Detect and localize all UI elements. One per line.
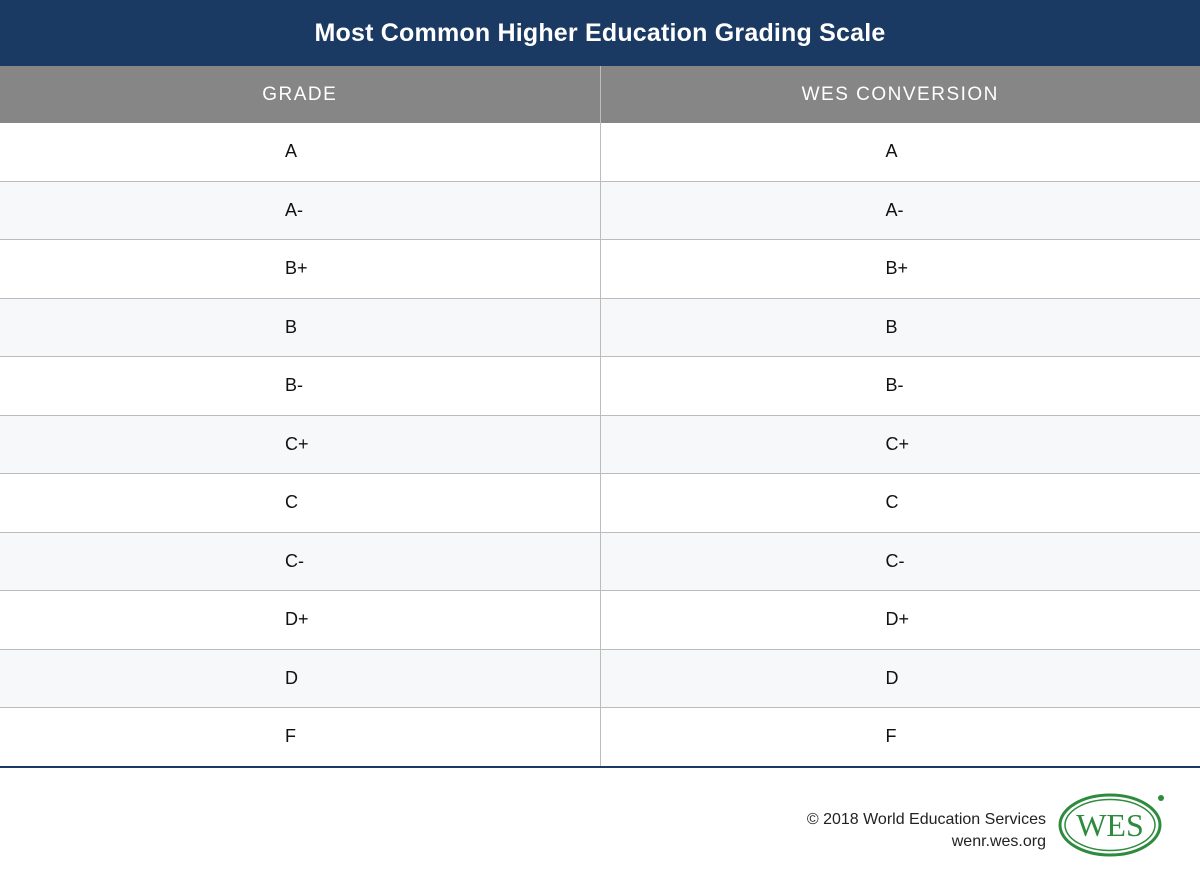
grade-cell: C <box>0 473 601 533</box>
table-row: D D <box>0 649 1200 708</box>
table-row: A- A- <box>0 181 1200 240</box>
column-header-wes-conversion: WES CONVERSION <box>600 66 1200 123</box>
grade-cell: B+ <box>0 239 601 299</box>
table-row: B+ B+ <box>0 239 1200 299</box>
table-row: F F <box>0 707 1200 768</box>
copyright-text: © 2018 World Education Services <box>806 811 1046 828</box>
grade-cell: B- <box>0 356 601 416</box>
grade-cell: C+ <box>0 415 601 474</box>
conversion-cell: A <box>600 123 1200 182</box>
grade-cell: C- <box>0 532 601 591</box>
table-row: D+ D+ <box>0 590 1200 650</box>
conversion-cell: B- <box>600 356 1200 416</box>
table-row: C C <box>0 473 1200 533</box>
conversion-cell: C- <box>600 532 1200 591</box>
registered-mark-icon <box>1158 795 1164 801</box>
grade-cell: B <box>0 298 601 357</box>
wes-logo: WES <box>1058 793 1164 857</box>
table-row: C+ C+ <box>0 415 1200 474</box>
conversion-cell: B+ <box>600 239 1200 299</box>
table-row: A A <box>0 123 1200 182</box>
wes-logo-text: WES <box>1076 807 1144 843</box>
table-header-row: GRADE WES CONVERSION <box>0 66 1200 123</box>
grade-cell: D+ <box>0 590 601 650</box>
column-header-grade: GRADE <box>0 66 601 123</box>
conversion-cell: C+ <box>600 415 1200 474</box>
table-row: C- C- <box>0 532 1200 591</box>
table-row: B B <box>0 298 1200 357</box>
source-url: wenr.wes.org <box>951 833 1046 850</box>
conversion-cell: B <box>600 298 1200 357</box>
footer: © 2018 World Education Services wenr.wes… <box>807 809 1046 853</box>
conversion-cell: F <box>600 707 1200 768</box>
grade-cell: A- <box>0 181 601 240</box>
conversion-cell: D <box>600 649 1200 708</box>
conversion-cell: C <box>600 473 1200 533</box>
table-row: B- B- <box>0 356 1200 416</box>
conversion-cell: D+ <box>600 590 1200 650</box>
page-title: Most Common Higher Education Grading Sca… <box>0 0 1200 66</box>
grade-cell: D <box>0 649 601 708</box>
grade-cell: A <box>0 123 601 182</box>
grading-table: GRADE WES CONVERSION A A A- A- B+ B+ B B <box>0 66 1200 768</box>
conversion-cell: A- <box>600 181 1200 240</box>
grade-cell: F <box>0 707 601 768</box>
